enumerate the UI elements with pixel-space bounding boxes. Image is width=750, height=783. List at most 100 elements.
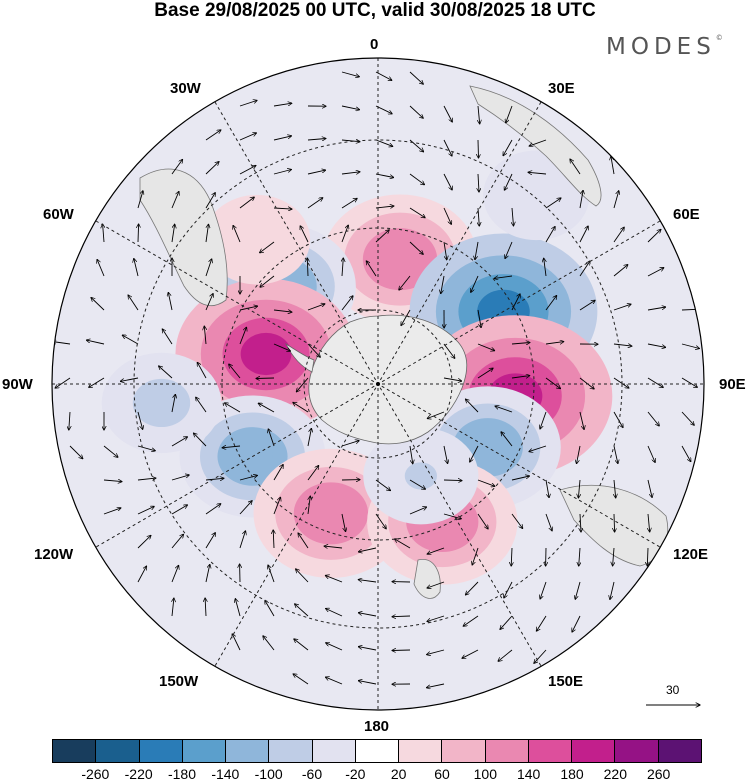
anomaly-blob <box>253 448 409 578</box>
wind-arrow <box>137 535 151 549</box>
lon-label-60w: 60W <box>43 206 74 223</box>
wind-arrow <box>258 403 275 413</box>
wind-arrow <box>341 441 359 447</box>
colorbar-tick-label: 180 <box>560 766 584 782</box>
wind-arrow <box>504 581 513 598</box>
wind-arrow <box>375 173 394 178</box>
wind-arrow <box>647 377 663 388</box>
colorbar-swatch <box>399 740 443 762</box>
wind-arrow <box>307 258 308 277</box>
wind-arrow <box>229 364 241 379</box>
wind-arrow <box>307 304 325 311</box>
lon-label-30e: 30E <box>548 80 575 97</box>
wind-arrow <box>273 103 292 107</box>
wind-arrow <box>171 224 175 243</box>
lon-label-120e: 120E <box>673 546 709 563</box>
wind-arrow <box>293 402 309 413</box>
wind-arrow <box>475 241 479 260</box>
wind-arrow <box>265 601 275 617</box>
lon-label-120w: 120W <box>34 546 74 563</box>
wind-arrow <box>494 275 513 278</box>
wind-arrow <box>443 445 448 464</box>
wind-arrow <box>137 191 143 209</box>
wind-arrow <box>298 533 309 549</box>
anomaly-contour <box>521 182 552 208</box>
colorbar-swatch <box>355 740 400 762</box>
wind-arrow <box>427 649 445 655</box>
lon-label-90e: 90E <box>719 376 746 393</box>
colorbar-swatch <box>226 740 270 762</box>
colorbar-tick-label: 100 <box>473 766 498 782</box>
wind-arrow <box>103 480 122 482</box>
wind-arrow <box>579 226 588 243</box>
anomaly-contour <box>309 495 353 532</box>
wind-arrow <box>308 496 310 515</box>
colorbar-swatch <box>572 740 616 762</box>
wind-arrow <box>205 259 212 277</box>
wind-arrow <box>477 343 495 351</box>
wind-arrow <box>325 575 343 583</box>
wind-arrow <box>545 227 555 243</box>
wind-arrow <box>86 340 105 345</box>
wind-arrow <box>89 377 105 387</box>
wind-arrow <box>358 580 377 583</box>
wind-arrow <box>511 343 530 345</box>
wind-arrow <box>307 170 326 175</box>
wind-arrow <box>462 649 479 658</box>
lon-label-180: 180 <box>364 718 390 735</box>
wind-arrow <box>647 229 661 243</box>
wind-arrow <box>307 466 319 481</box>
wind-arrow <box>69 445 83 459</box>
wind-arrow <box>441 275 445 294</box>
wind-arrow <box>222 446 241 448</box>
wind-arrow <box>341 105 360 110</box>
copyright-mark: © <box>715 34 723 42</box>
wind-arrow <box>273 465 283 481</box>
lon-label-30w: 30W <box>170 80 201 97</box>
wind-arrow <box>137 566 147 583</box>
wind-arrow <box>235 599 241 617</box>
anomaly-blob <box>363 427 479 525</box>
wind-arrow <box>648 513 650 532</box>
wind-arrow <box>232 634 241 651</box>
wind-arrow <box>205 533 215 549</box>
wind-arrow <box>341 172 360 174</box>
wind-arrow <box>466 581 479 595</box>
colorbar-swatch <box>312 740 356 762</box>
wind-arrow <box>300 226 309 243</box>
wind-arrow <box>536 615 547 631</box>
wind-arrow <box>477 368 493 379</box>
lon-label-0: 0 <box>370 36 379 53</box>
wind-arrow <box>409 173 425 185</box>
wind-arrow <box>613 265 628 277</box>
wind-arrow <box>472 547 479 565</box>
wind-arrow <box>239 197 254 209</box>
anomaly-field <box>101 150 613 585</box>
wind-arrow <box>273 497 281 515</box>
wind-arrow <box>477 479 495 486</box>
wind-arrow <box>168 292 173 311</box>
wind-arrow <box>579 547 580 566</box>
wind-arrow <box>326 609 343 617</box>
lon-label-150e: 150E <box>548 673 584 690</box>
wind-arrow <box>69 411 70 430</box>
wind-arrow <box>375 71 392 80</box>
wind-arrow <box>103 508 121 515</box>
wind-arrow <box>647 479 652 498</box>
wind-arrow <box>295 604 309 617</box>
wind-arrow <box>443 241 447 260</box>
wind-arrow <box>392 616 411 617</box>
wind-arrow <box>171 505 188 515</box>
wind-arrow <box>97 259 105 277</box>
anomaly-blob <box>175 278 357 430</box>
wind-arrow <box>443 377 462 381</box>
wind-arrow <box>511 294 520 311</box>
wind-arrow <box>268 429 275 447</box>
wind-arrow <box>500 615 513 629</box>
wind-arrow <box>268 565 275 583</box>
wind-arrow <box>409 445 413 464</box>
wind-arrow <box>401 309 411 326</box>
wind-arrow <box>273 136 292 141</box>
colorbar-tick-label: -140 <box>211 766 240 782</box>
